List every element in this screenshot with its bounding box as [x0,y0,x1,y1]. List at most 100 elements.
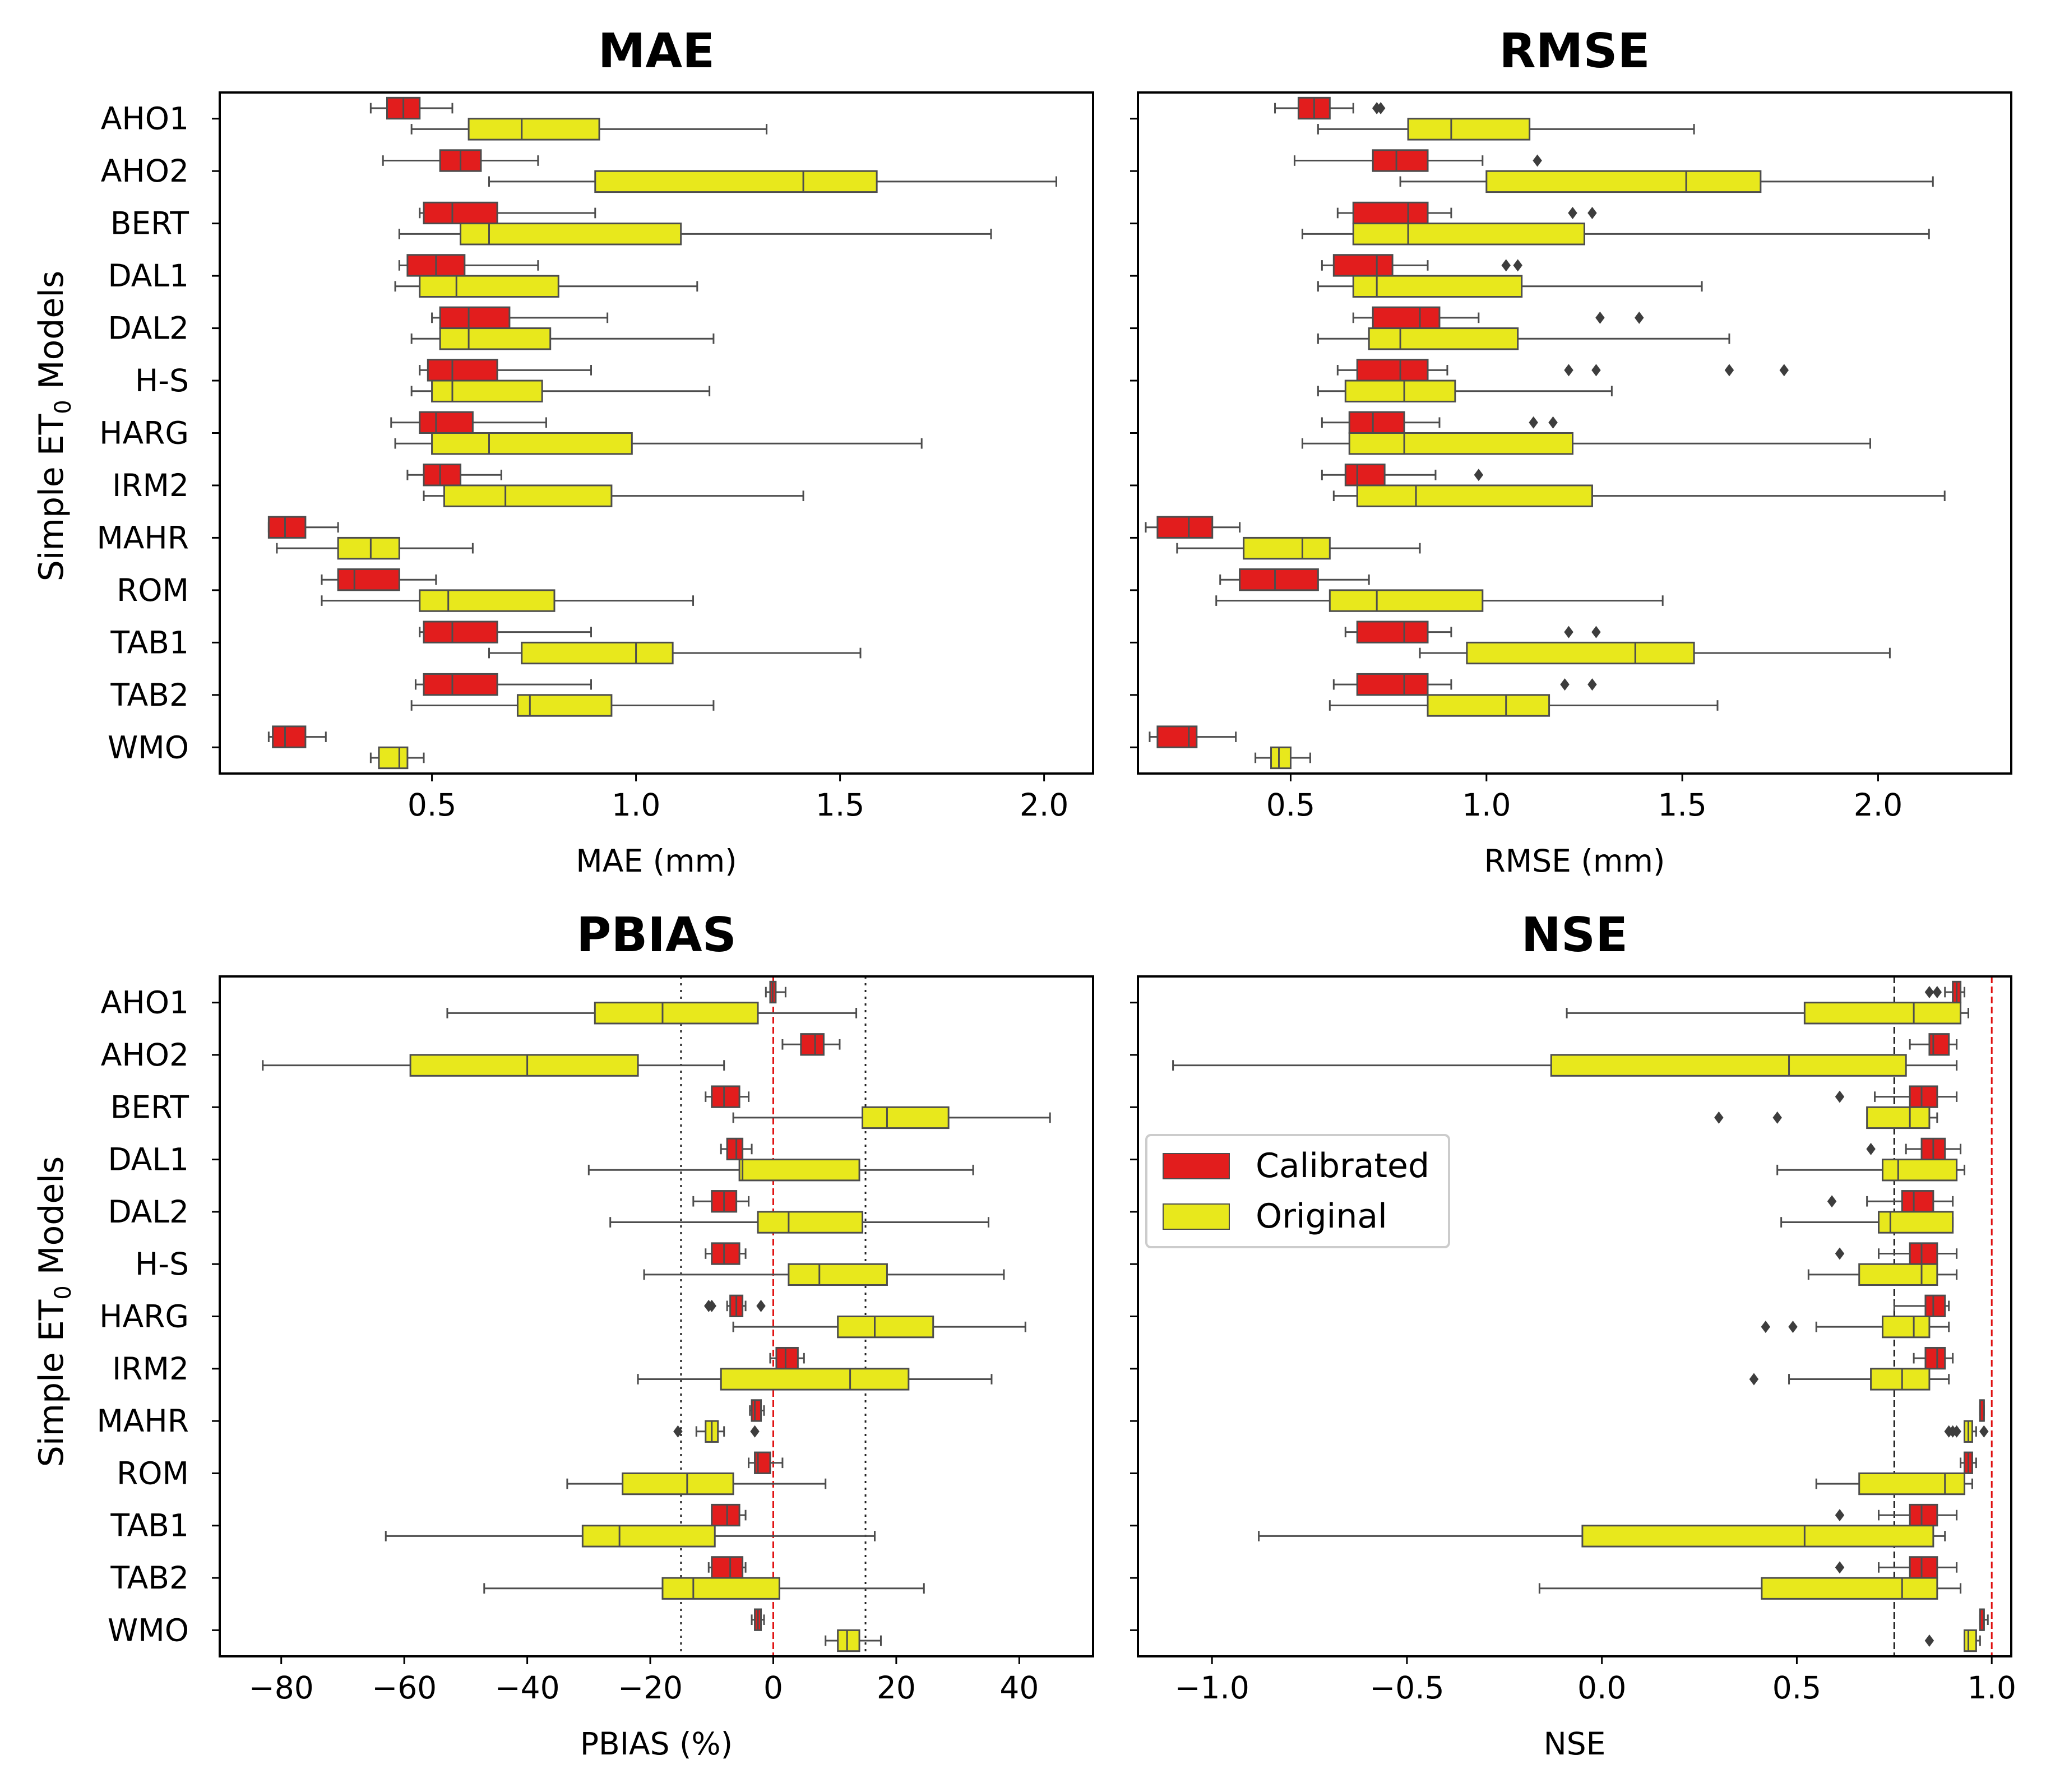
box-calibrated-rom [748,1451,784,1474]
box-calibrated-aho2 [1909,1033,1958,1056]
box-original-dal2 [609,1211,989,1234]
box-original-wmo [369,746,425,770]
box-iqr [720,1368,910,1391]
box-calibrated-rom [1219,568,1370,591]
box-iqr [1156,516,1214,539]
box-iqr [409,1054,639,1077]
box-iqr [1352,275,1523,298]
box-iqr [594,1002,759,1025]
box-iqr [837,1629,860,1652]
outlier-point-1 [1548,416,1558,429]
outlier-point-1 [1513,259,1522,272]
x-tick-label: −0.5 [1369,1670,1445,1706]
box-calibrated-irm2 [1913,1346,1954,1370]
box-iqr [1550,1054,1907,1077]
box-iqr [1909,1556,1938,1579]
box-iqr [1466,641,1695,665]
box-iqr [711,1556,744,1579]
box-calibrated-tab2 [1332,673,1597,696]
box-calibrated-aho2 [1293,149,1542,172]
outlier-point-0 [1835,1561,1845,1574]
x-axis-label: MAE (mm) [576,843,737,879]
y-tick-label: WMO [108,729,189,765]
box-original-tab2 [1328,694,1719,717]
x-tick-label: 2.0 [1854,787,1902,823]
box-calibrated-h-s [1336,359,1789,382]
axes-frame [1137,975,2012,1657]
box-iqr [1485,170,1762,193]
box-original-mahr [276,536,474,560]
box-original-tab1 [385,1525,876,1548]
outlier-point-0 [1827,1195,1837,1208]
box-original-aho2 [488,170,1057,193]
outlier-point-0 [1529,416,1538,429]
outlier-point-1 [1591,364,1601,377]
y-tick-label: ROM [117,1455,189,1491]
box-calibrated-dal2 [1827,1190,1954,1213]
box-calibrated-bert [1336,201,1597,225]
outlier-point-0 [1924,1634,1934,1647]
panel-title: MAE [598,24,715,79]
y-tick-label: DAL1 [108,258,189,294]
outlier-point-0 [1564,626,1573,638]
box-original-mahr [1944,1420,1989,1443]
box-iqr [1356,484,1593,507]
panel-title: RMSE [1499,24,1650,79]
box-original-tab1 [1419,641,1891,665]
box-iqr [1870,1368,1931,1391]
box-iqr [1909,1503,1938,1527]
box-iqr [1803,1002,1962,1025]
y-tick-label: HARG [99,415,189,451]
y-axis-label-bottom: Simple ET0 Models [32,1156,76,1467]
y-tick-label: DAL2 [108,311,189,346]
outlier-point-0 [1866,1142,1876,1155]
box-original-aho1 [1317,118,1695,141]
box-iqr [423,201,498,225]
x-tick-label: 1.0 [612,787,660,823]
box-iqr [1909,1085,1938,1108]
box-iqr [862,1106,950,1129]
box-calibrated-mahr [749,1399,765,1422]
box-calibrated-dal1 [398,254,539,277]
outlier-point-0 [1714,1111,1724,1124]
outlier-point-0 [1835,1509,1845,1522]
box-iqr [1924,1294,1946,1318]
box-iqr [427,359,498,382]
box-original-tab1 [1258,1525,1946,1548]
box-iqr [788,1263,888,1286]
box-iqr [1368,327,1519,350]
y-axis-label-top: Simple ET0 Models [32,271,76,581]
y-tick-label: MAHR [96,520,189,555]
box-calibrated-wmo [267,725,327,748]
box-original-aho2 [1172,1054,1958,1077]
outlier-point-1 [1635,311,1644,324]
box-iqr [1372,306,1441,330]
legend-swatch-original [1163,1203,1230,1230]
box-iqr [521,641,674,665]
outlier-point-1 [1587,206,1597,219]
panel-rmse: 0.5 1.0 1.5 2.0 RMSE RMSE (mm) [1130,24,2012,879]
box-iqr [1352,223,1585,246]
outlier-point-2 [1952,1425,1961,1438]
box-iqr [467,118,600,141]
outlier-point-1 [1587,678,1597,691]
y-tick-label: DAL1 [108,1142,189,1178]
box-iqr [423,673,498,696]
box-calibrated-rom [321,568,437,591]
box-calibrated-h-s [1835,1242,1958,1265]
box-iqr [1156,725,1198,748]
x-tick-label: −1.0 [1174,1670,1249,1706]
outlier-point-0 [1560,678,1570,691]
box-original-harg [394,432,923,455]
x-tick-label: 1.0 [1462,787,1511,823]
y-tick-label: BERT [110,1089,189,1125]
box-iqr [337,536,400,560]
box-calibrated-aho2 [382,149,539,172]
box-calibrated-harg [390,411,547,434]
box-iqr [423,464,462,487]
box-calibrated-aho1 [1924,980,1966,1004]
outlier-point-1 [707,1299,716,1312]
y-tick-label: AHO2 [101,1037,189,1073]
box-calibrated-dal1 [1321,254,1522,277]
x-axis-label: NSE [1544,1726,1606,1762]
